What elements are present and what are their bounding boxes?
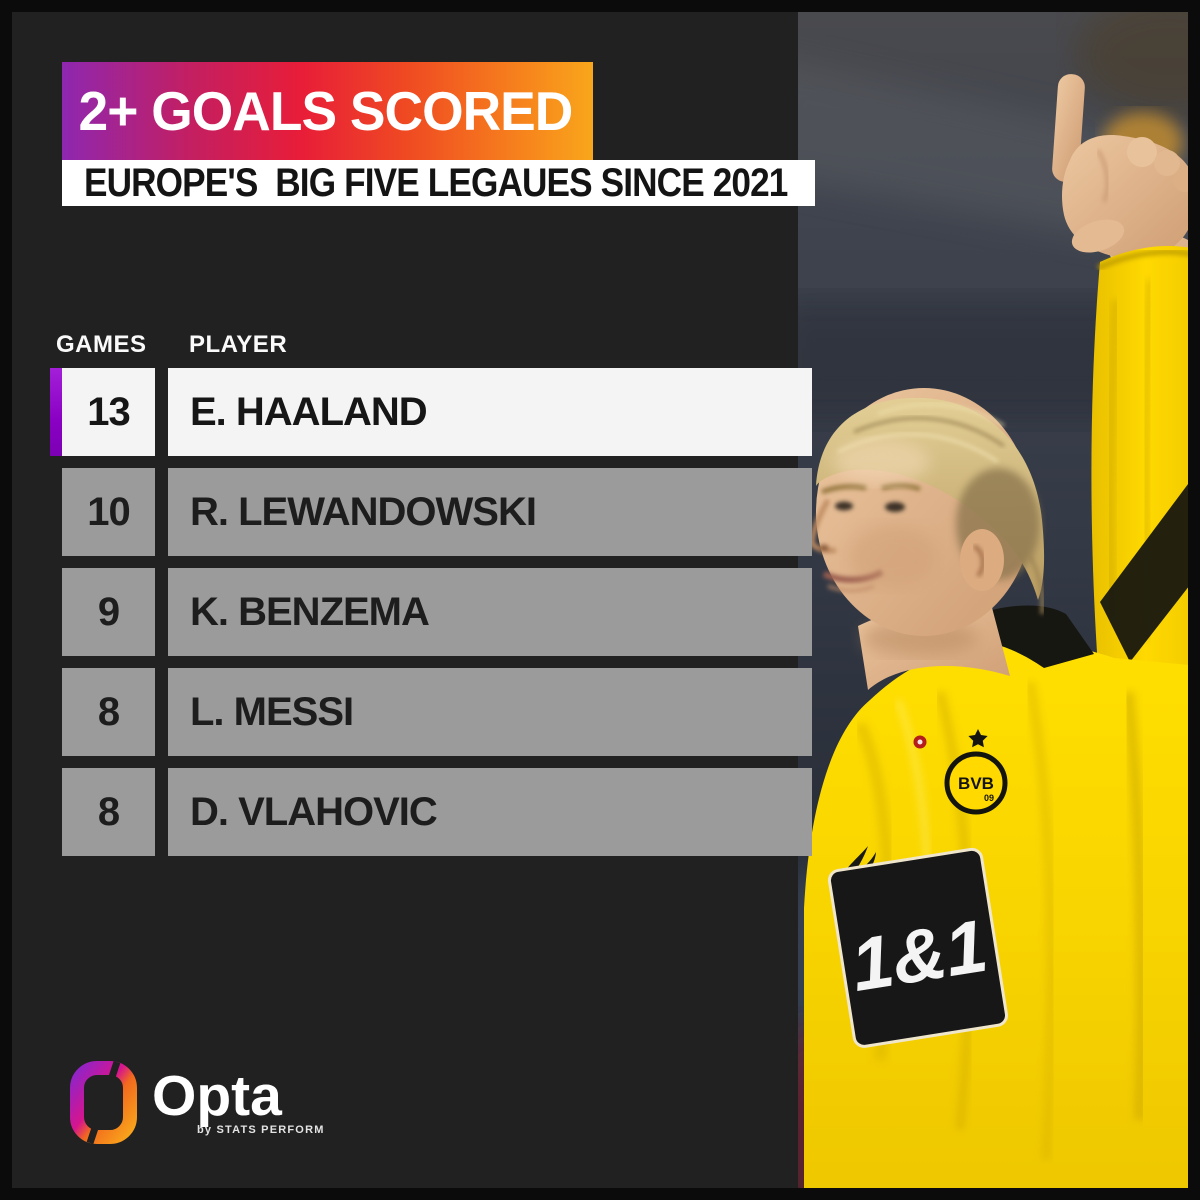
table-row: 8 D. VLAHOVIC <box>50 768 812 856</box>
table-row: 8 L. MESSI <box>50 668 812 756</box>
player-cell: L. MESSI <box>168 668 812 756</box>
stadium-warm-corner <box>1075 0 1200 115</box>
jersey-torso <box>804 643 1200 1200</box>
highlight-bar <box>50 368 62 456</box>
games-cell: 13 <box>62 368 155 456</box>
player-cell: D. VLAHOVIC <box>168 768 812 856</box>
eye-right <box>835 501 853 511</box>
raised-arm <box>1052 74 1200 668</box>
title-banner: 2+ GOALS SCORED <box>62 62 593 160</box>
games-cell: 9 <box>62 568 155 656</box>
knuckle <box>1127 137 1157 167</box>
player-photo: BVB 09 1&1 <box>798 0 1200 1200</box>
opta-wordmark: Opta <box>152 1064 282 1128</box>
eye-left <box>885 502 905 512</box>
games-cell: 8 <box>62 668 155 756</box>
badge-star <box>968 729 988 748</box>
opta-logo <box>70 1061 137 1144</box>
sponsor-box: 1&1 <box>827 847 1009 1048</box>
title-text: 2+ GOALS SCORED <box>78 80 573 142</box>
table-row: 9 K. BENZEMA <box>50 568 812 656</box>
table-row: 10 R. LEWANDOWSKI <box>50 468 812 556</box>
nose <box>809 498 837 554</box>
subtitle-text: EUROPE'S BIG FIVE LEGAUES SINCE 2021 <box>84 161 788 205</box>
player-cell: K. BENZEMA <box>168 568 812 656</box>
games-cell: 10 <box>62 468 155 556</box>
shoulder-stripe <box>1100 468 1200 662</box>
stats-perform-label: by STATS PERFORM <box>197 1124 325 1136</box>
bvb-badge: BVB 09 <box>944 729 1008 815</box>
column-header-player: PLAYER <box>189 331 288 358</box>
thumb <box>1071 219 1125 253</box>
knuckle <box>1154 150 1180 176</box>
table-row: 13 E. HAALAND <box>50 368 812 456</box>
hair-wisp <box>1028 555 1045 615</box>
player-cell: E. HAALAND <box>168 368 812 456</box>
knuckle <box>1173 168 1197 192</box>
eyebrow-left <box>881 483 921 492</box>
games-cell: 8 <box>62 768 155 856</box>
player-cell: R. LEWANDOWSKI <box>168 468 812 556</box>
subtitle-banner: EUROPE'S BIG FIVE LEGAUES SINCE 2021 <box>62 160 815 206</box>
club-pin <box>913 735 927 749</box>
cheek-shadow <box>848 524 936 588</box>
forehead-highlight <box>834 440 930 484</box>
badge-year: 09 <box>984 793 994 803</box>
column-header-games: GAMES <box>56 331 147 358</box>
nostril <box>819 544 829 552</box>
badge-text: BVB <box>958 774 994 793</box>
pointing-hand <box>1052 74 1197 260</box>
player-head <box>809 388 1045 636</box>
eyebrow-right <box>821 483 867 495</box>
